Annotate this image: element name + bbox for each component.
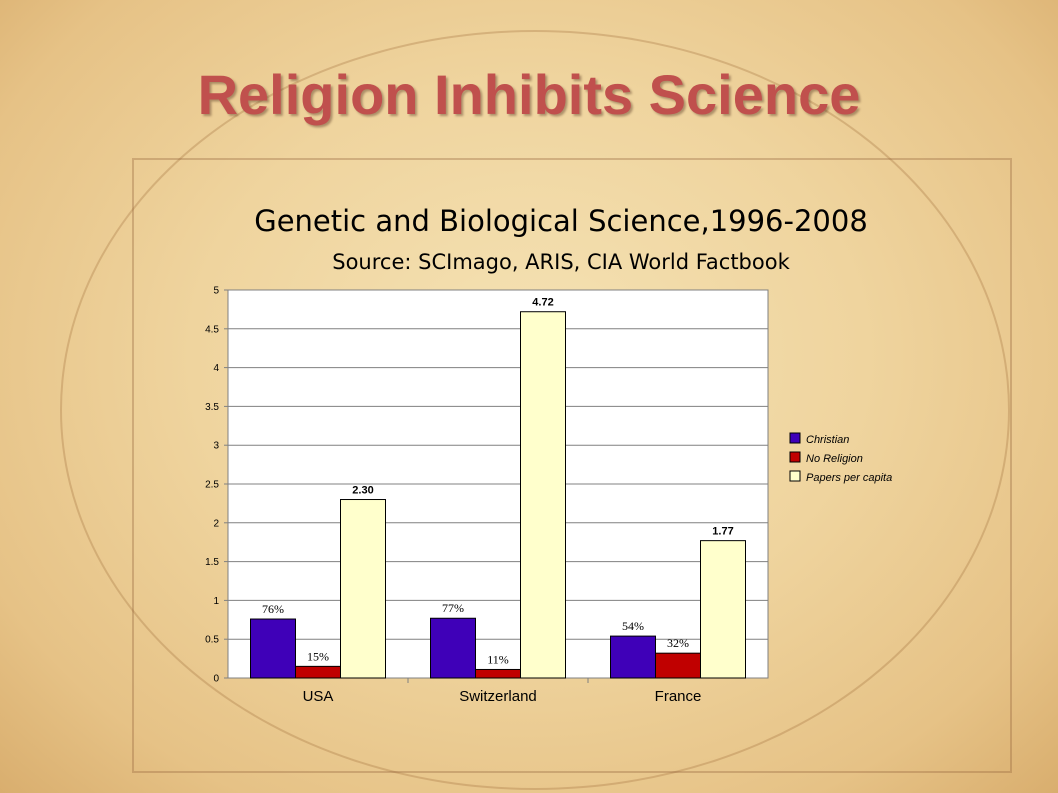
data-label: 76% [262,602,284,616]
decorative-frame [132,158,1012,773]
data-label: 1.77 [712,526,733,538]
bar-no-religion [655,652,701,679]
data-label: 54% [622,619,644,633]
data-label: 2.30 [352,485,373,497]
bar-no-religion [475,668,521,679]
legend-swatch [789,470,801,482]
legend-label: No Religion [806,453,863,465]
chart-subtitle: Source: SCImago, ARIS, CIA World Factboo… [332,250,790,274]
y-tick-label: 2.5 [205,480,219,491]
y-tick-label: 1 [213,596,219,607]
legend-swatch [789,451,801,463]
y-tick-label: 4 [213,363,219,374]
chart-title: Genetic and Biological Science,1996-2008 [254,204,868,238]
y-tick-label: 0 [213,674,219,685]
data-label: 11% [487,652,509,666]
y-tick-label: 4.5 [205,324,219,335]
y-tick-label: 3.5 [205,402,219,413]
bar-papers-per-capita [340,499,386,679]
legend-label: Christian [806,434,849,446]
slide-title: Religion Inhibits Science [197,63,861,126]
y-tick-label: 0.5 [205,635,219,646]
y-tick-label: 3 [213,441,219,452]
data-label: 15% [307,649,329,663]
legend-label: Papers per capita [806,472,892,484]
data-label: 4.72 [532,297,553,309]
data-label: 77% [442,601,464,615]
y-tick-label: 1.5 [205,557,219,568]
bar-christian [430,617,476,679]
decorative-ellipse [60,30,1010,790]
x-tick-label: USA [303,688,334,705]
x-tick-label: Switzerland [459,688,537,705]
y-tick-label: 2 [213,518,219,529]
bar-papers-per-capita [520,311,566,679]
x-tick-label: France [655,688,702,705]
legend-swatch [789,432,801,444]
bar-papers-per-capita [700,540,746,679]
bar-no-religion [295,665,341,679]
y-tick-label: 5 [213,286,219,297]
data-label: 32% [667,636,689,650]
bar-christian [250,618,296,679]
bar-christian [610,635,656,679]
